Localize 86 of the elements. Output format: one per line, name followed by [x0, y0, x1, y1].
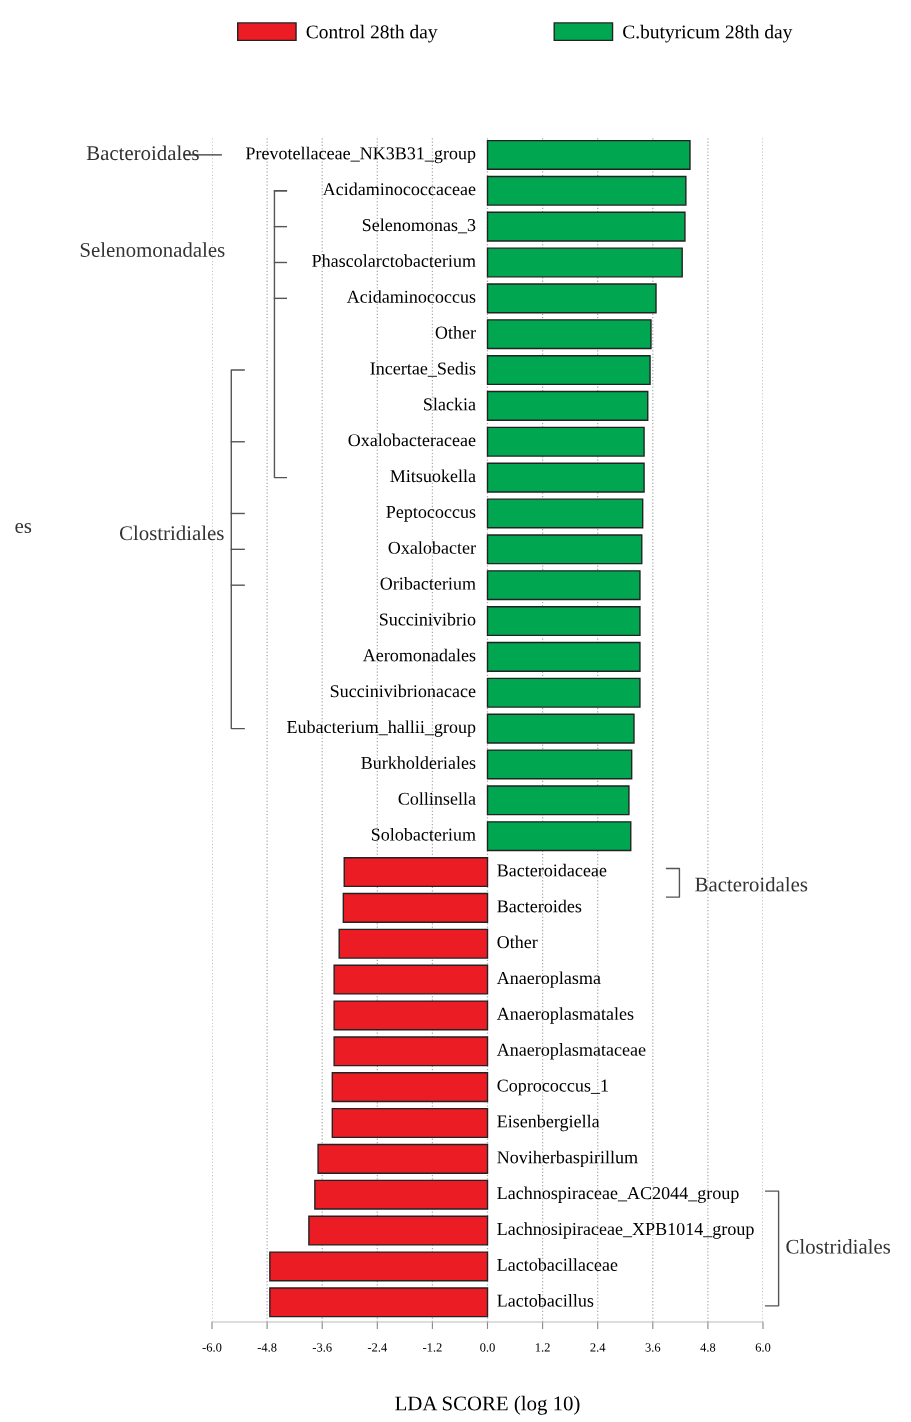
- y-tick-label: Slackia: [424, 397, 476, 411]
- annotation: Clostridiales: [119, 525, 224, 541]
- bar: [269, 1287, 489, 1318]
- bar: [331, 1107, 489, 1139]
- y-tick-label: Anaeroplasmatales: [496, 1007, 634, 1024]
- legend-label: C.butyricum 28th day: [623, 24, 793, 43]
- text: Bacteroidales: [86, 145, 199, 161]
- x-tick-label: 6.0: [755, 1343, 771, 1352]
- bar: [486, 139, 691, 170]
- bar: [333, 1036, 489, 1067]
- bar: [486, 641, 641, 672]
- y-tick-label: Lachnosipiraceae_XPB1014_group: [497, 1222, 754, 1239]
- annotation: Selenomonadales: [80, 242, 225, 257]
- y-tick-label: Aeromonadales: [362, 648, 476, 662]
- y-tick-label: Phascolarctobacterium: [312, 254, 476, 268]
- y-tick-label: Coprococcus_1: [497, 1079, 608, 1096]
- y-tick-label: Noviherbaspirillum: [497, 1150, 638, 1168]
- bar: [343, 856, 489, 888]
- bar: [486, 211, 686, 242]
- bar: [486, 570, 641, 601]
- bar: [486, 713, 635, 744]
- y-tick-label: Oxalobacteraceae: [348, 433, 476, 447]
- y-tick-label: Eisenbergiella: [497, 1114, 600, 1132]
- y-tick-label: Oribacterium: [380, 577, 476, 590]
- x-axis-title: LDA SCORE (log 10): [395, 1395, 580, 1415]
- y-tick-label: Incertae_Sedis: [370, 361, 476, 377]
- y-tick-label: Oxalobacter: [388, 541, 476, 554]
- bar: [486, 462, 645, 493]
- x-tick-label: -6.0: [202, 1343, 222, 1352]
- x-tick-label: -2.4: [367, 1343, 387, 1352]
- bar: [486, 821, 632, 852]
- x-tick-label: -4.8: [257, 1343, 277, 1352]
- y-tick-label: Selenomonas_3: [362, 218, 476, 234]
- y-tick-label: Mitsuokella: [390, 469, 476, 483]
- bar: [486, 498, 644, 529]
- bar: [486, 426, 645, 457]
- bar: [486, 606, 641, 637]
- bar: [486, 749, 633, 780]
- y-tick-label: Acidaminococcus: [346, 290, 476, 303]
- y-tick-label: Lactobacillus: [497, 1294, 594, 1307]
- x-tick-label: 2.4: [590, 1343, 606, 1352]
- y-tick-label: Eubacterium_hallii_group: [287, 720, 476, 737]
- x-tick-label: 3.6: [645, 1343, 661, 1352]
- bar: [269, 1251, 489, 1282]
- bar: [333, 964, 489, 995]
- bar: [486, 175, 687, 206]
- text: Clostridiales: [786, 1239, 891, 1254]
- y-tick-label: Burkholderiales: [361, 756, 476, 769]
- y-tick-label: Other: [497, 935, 538, 949]
- y-tick-label: Anaeroplasma: [496, 971, 601, 988]
- bar: [317, 1143, 489, 1174]
- bar: [486, 534, 643, 565]
- bar: [333, 1000, 489, 1031]
- x-tick-label: 1.2: [535, 1343, 550, 1352]
- text: es: [15, 523, 32, 534]
- bar: [314, 1179, 489, 1210]
- y-tick-label: Prevotellaceae_NK3B31_group: [245, 146, 476, 164]
- legend-label: Control 28th day: [306, 24, 438, 43]
- bar: [338, 928, 489, 959]
- y-tick-label: Acidaminococcaceae: [322, 182, 476, 196]
- y-tick-label: Succinivibrionacace: [330, 684, 476, 698]
- y-tick-label: Anaeroplasmataceae: [496, 1043, 646, 1060]
- y-tick-label: Peptococcus: [386, 505, 476, 522]
- y-tick-label: Bacteroides: [497, 899, 582, 913]
- bar: [486, 677, 641, 708]
- x-tick-label: -3.6: [312, 1343, 332, 1352]
- annotation: Bacteroidales: [695, 876, 808, 892]
- bar: [486, 247, 683, 278]
- x-tick-label: -1.2: [422, 1343, 442, 1352]
- bar: [308, 1215, 489, 1246]
- x-tick-label: 0.0: [480, 1343, 495, 1352]
- bar: [486, 319, 652, 350]
- bar: [486, 785, 630, 816]
- bar: [486, 355, 651, 386]
- y-tick-label: Lachnospiraceae_AC2044_group: [497, 1186, 739, 1203]
- y-tick-label: Other: [435, 326, 476, 339]
- x-tick-label: 4.8: [700, 1343, 716, 1352]
- bar: [486, 390, 649, 421]
- y-tick-label: Bacteroidaceae: [497, 863, 607, 877]
- y-tick-label: Solobacterium: [371, 827, 476, 841]
- y-tick-label: Collinsella: [398, 792, 476, 805]
- bar: [486, 283, 657, 314]
- y-tick-label: Lactobacillaceae: [497, 1258, 618, 1271]
- y-tick-label: Succinivibrio: [379, 612, 476, 626]
- bar: [342, 892, 489, 923]
- bar: [331, 1072, 489, 1103]
